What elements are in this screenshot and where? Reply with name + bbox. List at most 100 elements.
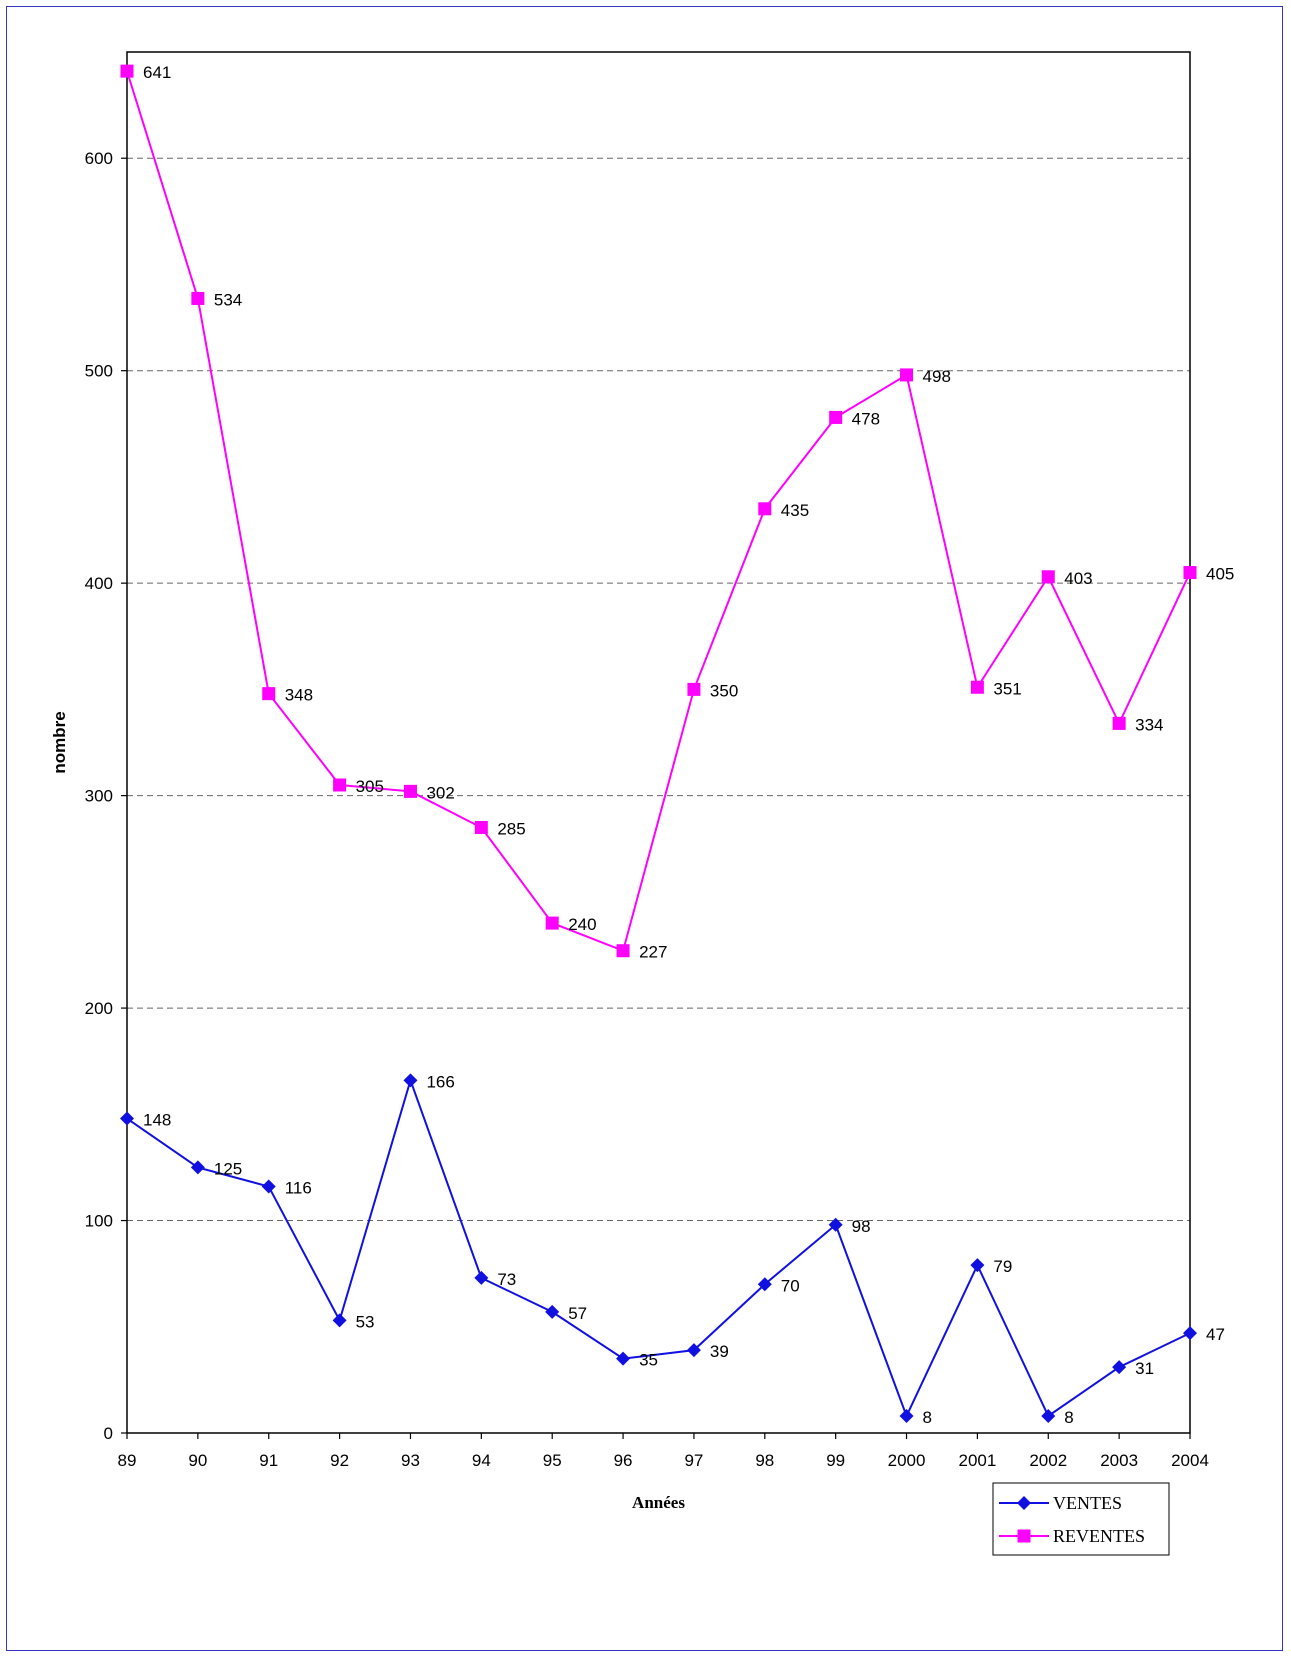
data-point-ventes	[757, 1277, 772, 1292]
data-label-ventes: 39	[710, 1342, 729, 1361]
data-point-reventes	[474, 820, 488, 834]
data-label-ventes: 148	[143, 1111, 171, 1130]
legend-box	[992, 1482, 1170, 1556]
data-label-reventes: 285	[497, 819, 525, 838]
data-point-reventes	[970, 680, 984, 694]
data-label-ventes: 8	[923, 1408, 932, 1427]
y-axis-ticks: 0 100 200 300 400 500 600	[85, 149, 127, 1443]
data-label-reventes: 350	[710, 681, 738, 700]
data-label-ventes: 79	[993, 1257, 1012, 1276]
grid-lines	[127, 157, 1190, 1222]
legend-label-reventes: REVENTES	[1053, 1526, 1145, 1546]
data-labels: 148 125 116 53 166 73 57 35 39 70 98 8 79 8 31 47 641 534…	[143, 63, 1234, 1427]
data-label-reventes: 641	[143, 63, 171, 82]
data-point-reventes	[1183, 566, 1197, 580]
data-point-reventes	[262, 687, 276, 701]
data-label-ventes: 166	[426, 1072, 454, 1091]
data-label-ventes: 47	[1206, 1325, 1225, 1344]
y-tick-label: 400	[85, 574, 113, 593]
data-point-reventes	[1112, 716, 1126, 730]
x-tick-label: 2004	[1171, 1451, 1209, 1470]
data-point-reventes	[403, 784, 417, 798]
data-label-ventes: 57	[568, 1304, 587, 1323]
y-tick-label: 0	[104, 1424, 113, 1443]
data-label-reventes: 351	[993, 679, 1021, 698]
data-point-ventes	[616, 1351, 631, 1366]
data-label-reventes: 348	[285, 686, 313, 705]
data-label-ventes: 35	[639, 1351, 658, 1370]
data-point-reventes	[687, 682, 701, 696]
x-tick-label: 92	[330, 1451, 349, 1470]
data-label-reventes: 240	[568, 915, 596, 934]
data-label-reventes: 498	[923, 367, 951, 386]
data-point-ventes	[1183, 1326, 1197, 1341]
data-label-reventes: 334	[1135, 715, 1163, 734]
data-point-reventes	[120, 64, 134, 78]
series-line-reventes	[126, 70, 1191, 953]
plot-area	[126, 51, 1191, 1434]
series-group	[120, 64, 1197, 1424]
x-axis-title: Années	[632, 1493, 685, 1512]
y-tick-label: 100	[85, 1212, 113, 1231]
x-tick-label: 97	[684, 1451, 703, 1470]
data-point-ventes	[545, 1304, 560, 1319]
y-tick-label: 300	[85, 787, 113, 806]
y-tick-label: 200	[85, 999, 113, 1018]
x-tick-label: 98	[755, 1451, 774, 1470]
data-label-ventes: 8	[1064, 1408, 1073, 1427]
data-point-reventes	[1041, 570, 1055, 584]
data-label-reventes: 435	[781, 501, 809, 520]
data-point-ventes	[403, 1073, 418, 1088]
x-tick-label: 90	[188, 1451, 207, 1470]
legend: VENTES REVENTES	[992, 1482, 1170, 1556]
data-label-reventes: 405	[1206, 565, 1234, 584]
chart-frame	[6, 6, 1283, 1651]
data-label-reventes: 534	[214, 290, 242, 309]
y-axis-title: nombre	[50, 711, 69, 773]
data-label-ventes: 70	[781, 1276, 800, 1295]
x-tick-label: 89	[118, 1451, 137, 1470]
data-point-ventes	[261, 1179, 276, 1194]
y-tick-label: 500	[85, 362, 113, 381]
data-point-ventes	[1112, 1360, 1127, 1375]
data-point-reventes	[333, 778, 347, 792]
x-tick-label: 2001	[958, 1451, 996, 1470]
data-label-ventes: 53	[356, 1312, 375, 1331]
data-label-ventes: 31	[1135, 1359, 1154, 1378]
data-point-reventes	[191, 291, 205, 305]
data-point-reventes	[758, 502, 772, 516]
x-tick-label: 91	[259, 1451, 278, 1470]
x-tick-label: 95	[543, 1451, 562, 1470]
data-point-reventes	[829, 410, 843, 424]
legend-marker-ventes	[1017, 1496, 1031, 1510]
data-point-ventes	[332, 1313, 347, 1328]
data-label-ventes: 98	[852, 1217, 871, 1236]
series-line-ventes	[126, 1077, 1191, 1419]
data-point-reventes	[616, 944, 630, 958]
data-label-ventes: 116	[285, 1179, 312, 1198]
data-point-ventes	[120, 1111, 134, 1126]
data-point-ventes	[1041, 1409, 1056, 1424]
legend-label-ventes: VENTES	[1053, 1493, 1122, 1513]
x-tick-label: 2003	[1100, 1451, 1138, 1470]
data-label-reventes: 305	[356, 777, 384, 796]
legend-marker-reventes	[1017, 1529, 1031, 1543]
data-label-reventes: 403	[1064, 569, 1092, 588]
x-tick-label: 94	[472, 1451, 491, 1470]
x-tick-label: 2002	[1029, 1451, 1067, 1470]
data-point-ventes	[686, 1343, 701, 1358]
data-point-ventes	[970, 1258, 985, 1273]
x-axis-ticks: 89 90 91 92 93 94 95 96 97 98 99 2000 2001 2002 2003 20…	[118, 1433, 1209, 1470]
data-label-reventes: 478	[852, 409, 880, 428]
data-label-reventes: 302	[426, 783, 454, 802]
x-tick-label: 96	[614, 1451, 633, 1470]
x-tick-label: 93	[401, 1451, 420, 1470]
x-tick-label: 2000	[888, 1451, 926, 1470]
data-label-ventes: 73	[497, 1270, 516, 1289]
data-point-ventes	[190, 1160, 205, 1175]
data-point-reventes	[545, 916, 559, 930]
data-point-ventes	[828, 1217, 843, 1232]
y-tick-label: 600	[85, 149, 113, 168]
data-label-reventes: 227	[639, 943, 667, 962]
x-tick-label: 99	[826, 1451, 845, 1470]
